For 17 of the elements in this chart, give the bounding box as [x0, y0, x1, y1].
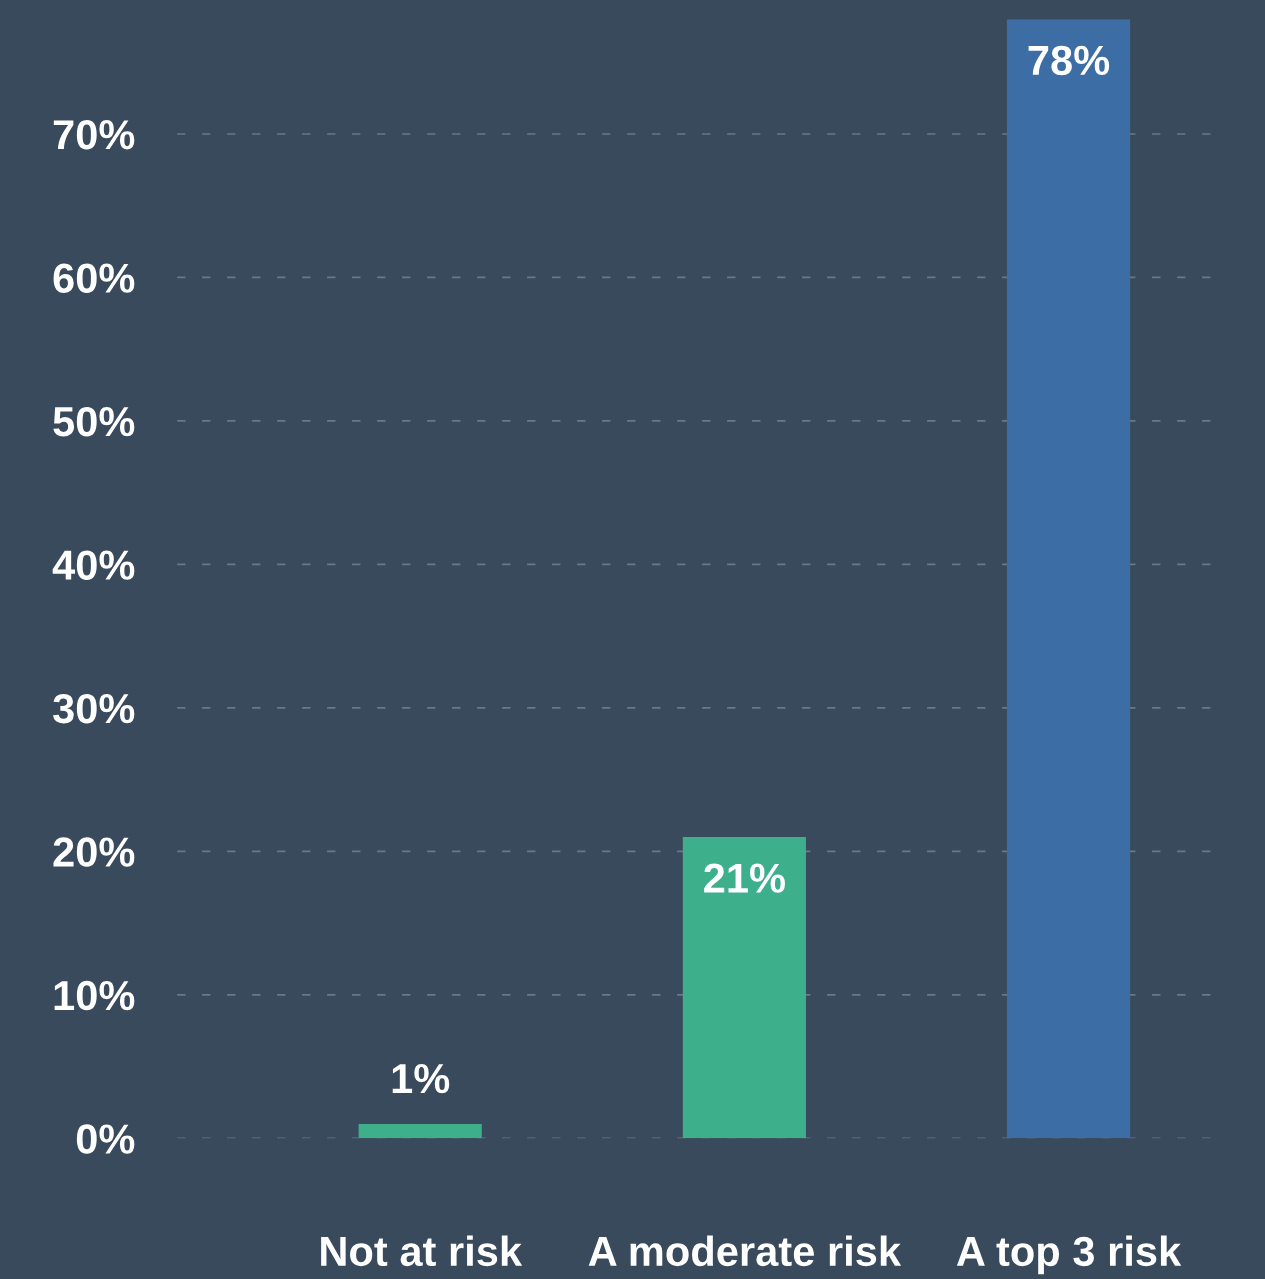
- y-tick-label: 50%: [53, 406, 135, 437]
- y-tick-label: 0%: [76, 1124, 135, 1154]
- y-tick-label: 30%: [53, 693, 135, 724]
- y-tick-label: 70%: [53, 119, 135, 150]
- y-tick-label: 10%: [54, 980, 135, 1011]
- data-label: 21%: [704, 863, 785, 893]
- bar: [358, 1123, 482, 1139]
- y-tick-label: 40%: [52, 550, 135, 580]
- bar: [682, 837, 806, 1139]
- data-label: 78%: [1028, 45, 1110, 76]
- data-label: 1%: [392, 1063, 450, 1094]
- bar: [1006, 19, 1131, 1139]
- y-tick-label: 20%: [53, 837, 135, 867]
- x-tick-label: Not at risk: [321, 1235, 523, 1267]
- y-tick-label: 60%: [53, 263, 135, 293]
- x-tick-label: A top 3 risk: [956, 1235, 1182, 1275]
- x-tick-label: A moderate risk: [588, 1235, 902, 1267]
